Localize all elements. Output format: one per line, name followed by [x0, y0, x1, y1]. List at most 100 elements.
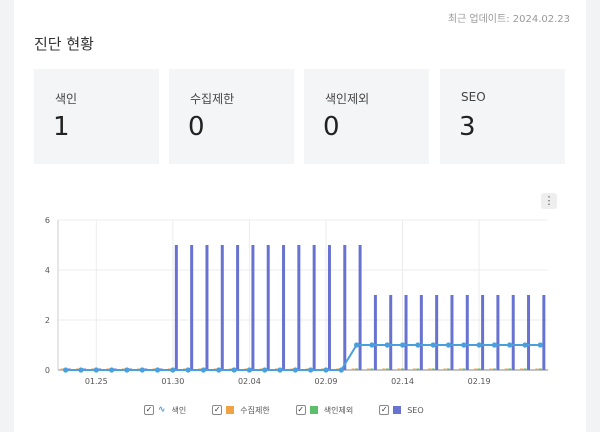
x-tick-label: 02.09	[315, 377, 338, 386]
diagnosis-panel: 최근 업데이트: 2024.02.23 진단 현황 색인 1 수집제한 0 색인…	[14, 0, 586, 432]
x-tick-label: 02.14	[391, 377, 414, 386]
point-색인	[124, 367, 130, 373]
stat-card-label: 색인제외	[325, 92, 370, 106]
x-tick-label: 01.30	[161, 377, 184, 386]
point-색인	[353, 342, 360, 348]
bar-색인제외	[355, 368, 359, 370]
stat-card-seo: SEO 3	[440, 69, 565, 164]
point-색인	[323, 367, 329, 373]
bar-SEO	[251, 245, 255, 370]
bar-SEO	[358, 245, 362, 370]
point-색인	[246, 367, 253, 373]
more-vert-icon: ⋮	[543, 194, 555, 207]
bar-수집제한	[535, 368, 539, 370]
bar-SEO	[266, 245, 270, 370]
stat-card-label: 수집제한	[190, 92, 235, 106]
chart-legend: ✓ ∿ 색인 ✓ 수집제한 ✓ 색인제외 ✓ SEO	[144, 402, 450, 418]
bar-SEO	[297, 245, 301, 370]
legend-item-index[interactable]: ✓ ∿ 색인	[144, 405, 186, 416]
checkbox-checked-icon[interactable]: ✓	[295, 405, 306, 415]
bar-색인제외	[523, 368, 527, 370]
bar-수집제한	[412, 368, 416, 370]
stat-card-label: 색인	[55, 92, 78, 106]
legend-label: SEO	[407, 405, 424, 415]
color-swatch-icon	[226, 406, 235, 414]
point-색인	[399, 342, 406, 348]
bar-수집제한	[382, 368, 386, 370]
chart-menu-button[interactable]: ⋮	[541, 193, 557, 209]
point-색인	[507, 342, 513, 348]
bar-색인제외	[446, 368, 450, 370]
point-색인	[537, 342, 543, 348]
point-색인	[461, 342, 467, 348]
legend-label: 색인	[171, 405, 187, 415]
bar-SEO	[343, 245, 347, 370]
point-색인	[277, 367, 283, 373]
bar-SEO	[419, 295, 423, 370]
bar-SEO	[496, 295, 500, 370]
bar-SEO	[205, 245, 209, 370]
legend-label: 색인제외	[323, 405, 354, 415]
stat-card-value: 3	[459, 112, 476, 142]
bar-색인제외	[462, 368, 466, 370]
bar-수집제한	[504, 368, 508, 370]
y-tick-label: 2	[45, 316, 50, 325]
point-색인	[63, 367, 69, 373]
stat-card-value: 1	[53, 112, 70, 142]
point-색인	[476, 342, 482, 348]
legend-label: 수집제한	[240, 405, 270, 415]
point-색인	[491, 342, 498, 348]
stat-card-value: 0	[188, 112, 205, 142]
bar-SEO	[190, 245, 194, 370]
point-색인	[185, 367, 191, 373]
bar-수집제한	[60, 368, 64, 370]
bar-SEO	[465, 295, 469, 370]
bar-수집제한	[428, 368, 432, 370]
point-색인	[216, 367, 222, 373]
bar-SEO	[404, 295, 408, 370]
x-tick-label: 01.25	[85, 377, 108, 386]
stat-card-crawl-limit: 수집제한 0	[169, 69, 294, 164]
bar-SEO	[527, 295, 531, 370]
color-swatch-icon	[309, 406, 318, 414]
point-색인	[231, 367, 237, 373]
section-title: 진단 현황	[34, 35, 94, 53]
last-updated-text: 최근 업데이트: 2024.02.23	[447, 14, 570, 25]
bar-SEO	[312, 245, 316, 370]
bar-SEO	[542, 295, 546, 370]
color-swatch-icon	[393, 406, 402, 414]
legend-item-index-excluded[interactable]: ✓ 색인제외	[295, 405, 354, 416]
checkbox-checked-icon[interactable]: ✓	[144, 405, 154, 415]
point-색인	[93, 367, 99, 373]
line-marker-icon: ∿	[158, 405, 166, 415]
bar-SEO	[282, 245, 286, 370]
checkbox-checked-icon[interactable]: ✓	[212, 405, 223, 415]
stat-card-index: 색인 1	[34, 69, 159, 164]
line-series-색인	[65, 344, 541, 371]
bar-수집제한	[351, 368, 355, 370]
point-색인	[445, 342, 452, 348]
legend-item-crawl-limit[interactable]: ✓ 수집제한	[212, 405, 270, 416]
point-색인	[369, 342, 375, 348]
bar-수집제한	[520, 368, 524, 370]
x-tick-label: 02.04	[238, 377, 261, 386]
stat-card-value: 0	[323, 112, 340, 142]
bar-색인제외	[385, 368, 389, 370]
point-색인	[384, 342, 390, 348]
bar-수집제한	[458, 368, 462, 370]
point-색인	[338, 367, 344, 373]
point-색인	[308, 367, 314, 373]
bar-색인제외	[508, 368, 512, 370]
bar-SEO	[435, 295, 439, 370]
legend-item-seo[interactable]: ✓ SEO	[379, 405, 424, 415]
point-색인	[415, 342, 421, 348]
point-색인	[430, 342, 436, 348]
bar-수집제한	[489, 368, 493, 370]
bar-색인제외	[492, 368, 496, 370]
checkbox-checked-icon[interactable]: ✓	[379, 405, 390, 415]
bar-수집제한	[366, 368, 370, 370]
point-색인	[170, 367, 176, 373]
bar-SEO	[174, 245, 178, 370]
bar-SEO	[481, 295, 485, 370]
bar-색인제외	[370, 368, 374, 370]
